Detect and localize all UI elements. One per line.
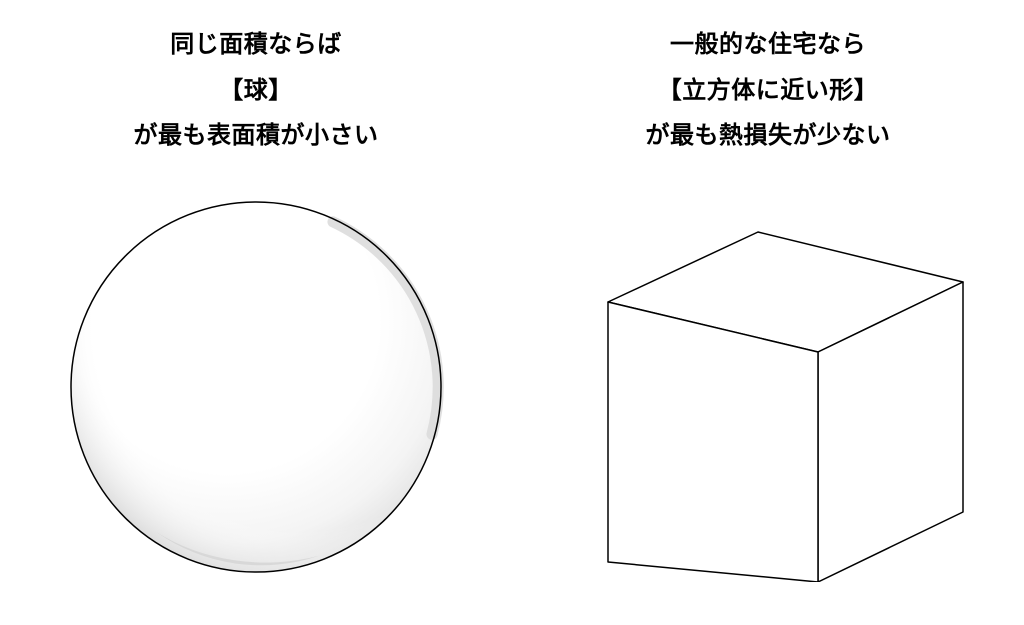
left-line-2: 【球】 (134, 68, 379, 114)
right-line-3: が最も熱損失が少ない (646, 113, 891, 159)
sphere-shape (66, 197, 446, 577)
right-text-block: 一般的な住宅なら 【立方体に近い形】 が最も熱損失が少ない (646, 22, 891, 159)
left-text-block: 同じ面積ならば 【球】 が最も表面積が小さい (134, 22, 379, 159)
cube-area (512, 159, 1024, 625)
right-panel: 一般的な住宅なら 【立方体に近い形】 が最も熱損失が少ない (512, 0, 1024, 625)
right-line-1: 一般的な住宅なら (646, 22, 891, 68)
sphere-area (0, 159, 512, 625)
left-line-1: 同じ面積ならば (134, 22, 379, 68)
left-panel: 同じ面積ならば 【球】 が最も表面積が小さい (0, 0, 512, 625)
cube-shape (568, 192, 968, 582)
left-line-3: が最も表面積が小さい (134, 113, 379, 159)
right-line-2: 【立方体に近い形】 (646, 68, 891, 114)
diagram-container: 同じ面積ならば 【球】 が最も表面積が小さい 一般的な住宅なら 【立方体に近い形… (0, 0, 1024, 625)
